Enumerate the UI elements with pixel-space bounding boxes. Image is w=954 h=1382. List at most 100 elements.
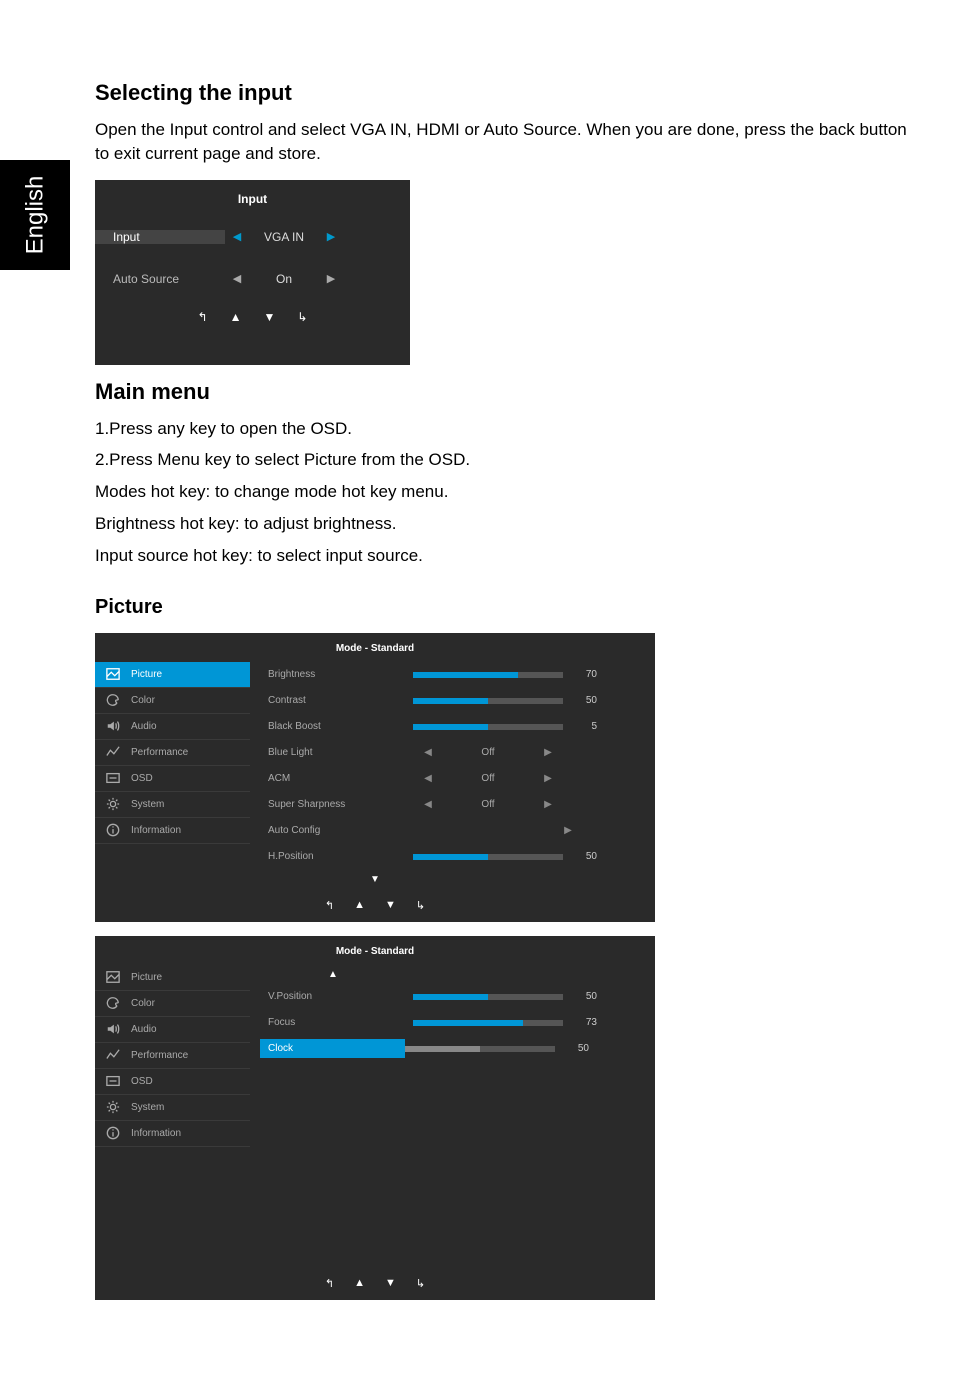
setting-label: V.Position	[268, 991, 413, 1002]
sidebar-item-system[interactable]: System	[95, 1095, 250, 1121]
picture-icon	[105, 970, 121, 984]
slider-value: 50	[563, 695, 603, 706]
setting-control: ◀Off▶	[413, 799, 645, 810]
setting-row-h.position[interactable]: H.Position 50	[268, 844, 645, 870]
right-arrow-icon[interactable]: ▶	[533, 799, 563, 810]
input-osd-panel: Input Input ◀ VGA IN ▶ Auto Source ◀ On …	[95, 180, 410, 365]
sidebar-item-picture[interactable]: Picture	[95, 662, 250, 688]
color-icon	[105, 693, 121, 707]
sidebar-item-label: OSD	[131, 773, 153, 784]
up-icon[interactable]: ▲	[354, 899, 365, 912]
slider-fill	[413, 1020, 523, 1026]
slider-value: 50	[563, 851, 603, 862]
osd-sidebar: Picture Color AudioPerformance OSD System Inf…	[95, 662, 250, 870]
left-arrow-icon[interactable]: ◀	[413, 747, 443, 758]
sidebar-item-color[interactable]: Color	[95, 688, 250, 714]
sidebar-item-label: Picture	[131, 972, 162, 983]
performance-icon	[105, 745, 121, 759]
setting-control: ▶	[413, 825, 645, 836]
left-arrow-icon[interactable]: ◀	[225, 230, 249, 243]
setting-row-auto-config[interactable]: Auto Config ▶	[268, 818, 645, 844]
setting-label: H.Position	[268, 851, 413, 862]
input-row-value: On	[249, 272, 319, 286]
setting-row-super-sharpness[interactable]: Super Sharpness◀Off▶	[268, 792, 645, 818]
scroll-up-icon[interactable]: ▲	[268, 965, 645, 984]
sidebar-item-label: Audio	[131, 1024, 157, 1035]
input-panel-navbar: ↰ ▲ ▼ ↳	[95, 300, 410, 334]
right-arrow-icon[interactable]: ▶	[533, 773, 563, 784]
sidebar-item-label: Color	[131, 695, 155, 706]
input-row-input[interactable]: Input ◀ VGA IN ▶	[95, 216, 410, 258]
sidebar-item-information[interactable]: Information	[95, 818, 250, 844]
input-row-autosource[interactable]: Auto Source ◀ On ▶	[95, 258, 410, 300]
sidebar-item-label: Information	[131, 825, 181, 836]
mode-panel-navbar: ↰ ▲ ▼ ↳	[95, 1267, 655, 1300]
setting-row-brightness[interactable]: Brightness70	[268, 662, 645, 688]
enter-icon[interactable]: ↳	[416, 899, 425, 912]
mode-header: Mode - Standard	[95, 936, 655, 965]
setting-row-acm[interactable]: ACM◀Off▶	[268, 766, 645, 792]
setting-control: 50	[405, 1043, 645, 1054]
heading-main-menu: Main menu	[95, 379, 914, 405]
setting-control: ◀Off▶	[413, 773, 645, 784]
sidebar-item-osd[interactable]: OSD	[95, 1069, 250, 1095]
slider-fill	[413, 854, 488, 860]
back-icon[interactable]: ↰	[198, 310, 208, 324]
sidebar-item-color[interactable]: Color	[95, 991, 250, 1017]
sidebar-item-picture[interactable]: Picture	[95, 965, 250, 991]
up-icon[interactable]: ▲	[230, 310, 242, 324]
right-arrow-icon[interactable]: ▶	[319, 230, 343, 243]
setting-control: 50	[413, 991, 645, 1002]
sidebar-item-osd[interactable]: OSD	[95, 766, 250, 792]
setting-label: Auto Config	[268, 825, 413, 836]
enter-icon[interactable]: ↳	[416, 1277, 425, 1290]
main-menu-inputsource: Input source hot key: to select input so…	[95, 544, 914, 568]
sidebar-item-performance[interactable]: Performance	[95, 1043, 250, 1069]
slider-fill	[413, 994, 488, 1000]
sidebar-item-performance[interactable]: Performance	[95, 740, 250, 766]
sidebar-item-label: System	[131, 799, 164, 810]
setting-row-focus[interactable]: Focus73	[268, 1010, 645, 1036]
setting-row-clock[interactable]: Clock50	[268, 1036, 645, 1062]
setting-control: ◀Off▶	[413, 747, 645, 758]
right-arrow-icon[interactable]: ▶	[319, 272, 343, 285]
slider-track[interactable]	[413, 698, 563, 704]
setting-row-blue-light[interactable]: Blue Light◀Off▶	[268, 740, 645, 766]
sidebar-item-audio[interactable]: Audio	[95, 1017, 250, 1043]
right-arrow-icon[interactable]: ▶	[533, 747, 563, 758]
slider-track[interactable]	[413, 1020, 563, 1026]
slider-track[interactable]	[413, 994, 563, 1000]
slider-fill	[413, 724, 488, 730]
left-arrow-icon[interactable]: ◀	[225, 272, 249, 285]
osd-settings: ▲ V.Position50Focus73Clock50	[250, 965, 655, 1147]
slider-track[interactable]	[413, 724, 563, 730]
setting-label: Clock	[260, 1039, 405, 1058]
back-icon[interactable]: ↰	[325, 1277, 334, 1290]
scroll-down-icon[interactable]: ▼	[95, 870, 655, 889]
left-arrow-icon[interactable]: ◀	[413, 773, 443, 784]
input-row-value: VGA IN	[249, 230, 319, 244]
sidebar-item-system[interactable]: System	[95, 792, 250, 818]
picture-osd-panel-2: Mode - Standard Picture Color Audio Perform…	[95, 936, 655, 1300]
main-menu-step2: 2.Press Menu key to select Picture from …	[95, 448, 914, 472]
enter-icon[interactable]: ↳	[297, 310, 307, 324]
slider-track[interactable]	[413, 672, 563, 678]
left-arrow-icon[interactable]: ◀	[413, 799, 443, 810]
down-icon[interactable]: ▼	[264, 310, 276, 324]
osd-sidebar: Picture Color Audio PerformanceOSDSystemInf…	[95, 965, 250, 1147]
slider-track[interactable]	[413, 854, 563, 860]
system-icon	[105, 797, 121, 811]
up-icon[interactable]: ▲	[354, 1277, 365, 1290]
color-icon	[105, 996, 121, 1010]
right-arrow-icon[interactable]: ▶	[553, 825, 583, 836]
setting-row-v.position[interactable]: V.Position50	[268, 984, 645, 1010]
setting-row-black-boost[interactable]: Black Boost5	[268, 714, 645, 740]
down-icon[interactable]: ▼	[385, 899, 396, 912]
slider-track[interactable]	[405, 1046, 555, 1052]
sidebar-item-audio[interactable]: Audio	[95, 714, 250, 740]
down-icon[interactable]: ▼	[385, 1277, 396, 1290]
back-icon[interactable]: ↰	[325, 899, 334, 912]
setting-label: Blue Light	[268, 747, 413, 758]
sidebar-item-information[interactable]: Information	[95, 1121, 250, 1147]
setting-row-contrast[interactable]: Contrast50	[268, 688, 645, 714]
